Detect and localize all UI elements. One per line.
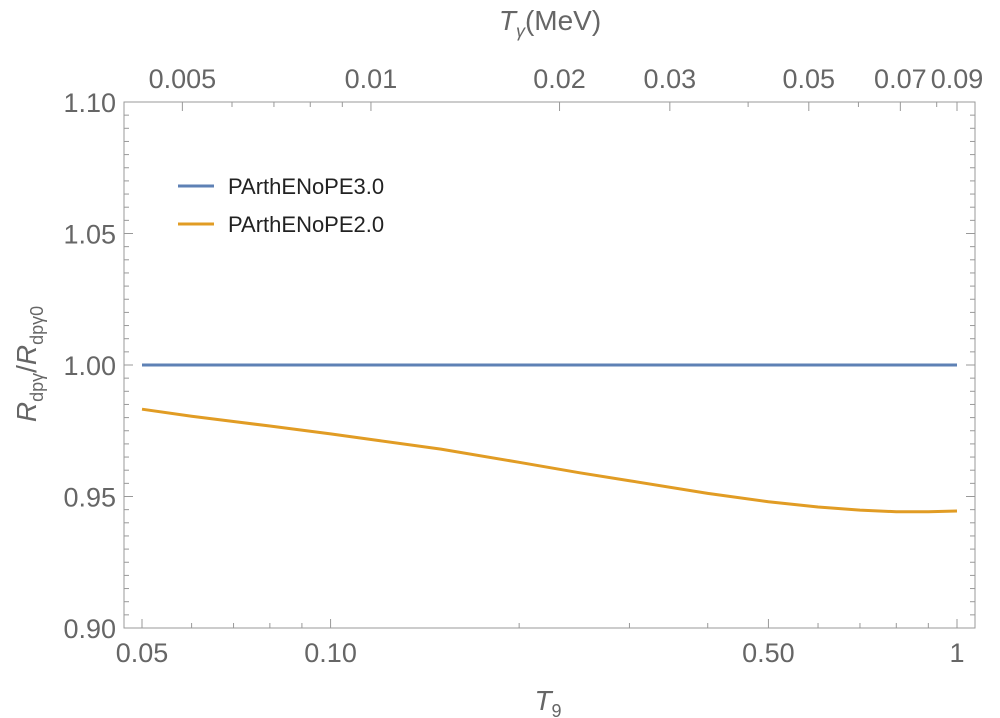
top-tick-label: 0.02 (533, 64, 586, 94)
top-tick-label: 0.07 (874, 64, 927, 94)
legend-label-2: PArthENoPE2.0 (228, 212, 384, 237)
top-axis-title: Tγ(MeV) (499, 5, 601, 41)
top-tick-label: 0.05 (783, 64, 836, 94)
y-tick-label: 1.10 (63, 88, 116, 118)
axis-ticks (124, 101, 975, 629)
x-axis-title: T9 (534, 685, 561, 718)
x-tick-label: 0.05 (116, 638, 169, 668)
y-axis-title: Rdpγ/Rdpγ0 (11, 306, 47, 422)
tick-labels: 0.90 0.95 1.00 1.05 1.10 0.05 0.10 0.50 1 0.005 0.… (63, 64, 983, 668)
series-line-2 (141, 407, 958, 514)
top-tick-label: 0.005 (149, 64, 217, 94)
y-tick-label: 0.95 (63, 483, 116, 513)
top-tick-label: 0.09 (931, 64, 984, 94)
series-layer (141, 363, 958, 514)
x-tick-label: 1 (949, 638, 964, 668)
y-tick-label: 0.90 (63, 614, 116, 644)
top-tick-label: 0.01 (345, 64, 398, 94)
x-tick-label: 0.50 (742, 638, 795, 668)
x-tick-label: 0.10 (304, 638, 357, 668)
legend-label-1: PArthENoPE3.0 (228, 174, 384, 199)
y-tick-label: 1.05 (63, 220, 116, 250)
top-tick-label: 0.03 (644, 64, 697, 94)
legend: PArthENoPE3.0 PArthENoPE2.0 (178, 174, 384, 237)
y-tick-label: 1.00 (63, 351, 116, 381)
